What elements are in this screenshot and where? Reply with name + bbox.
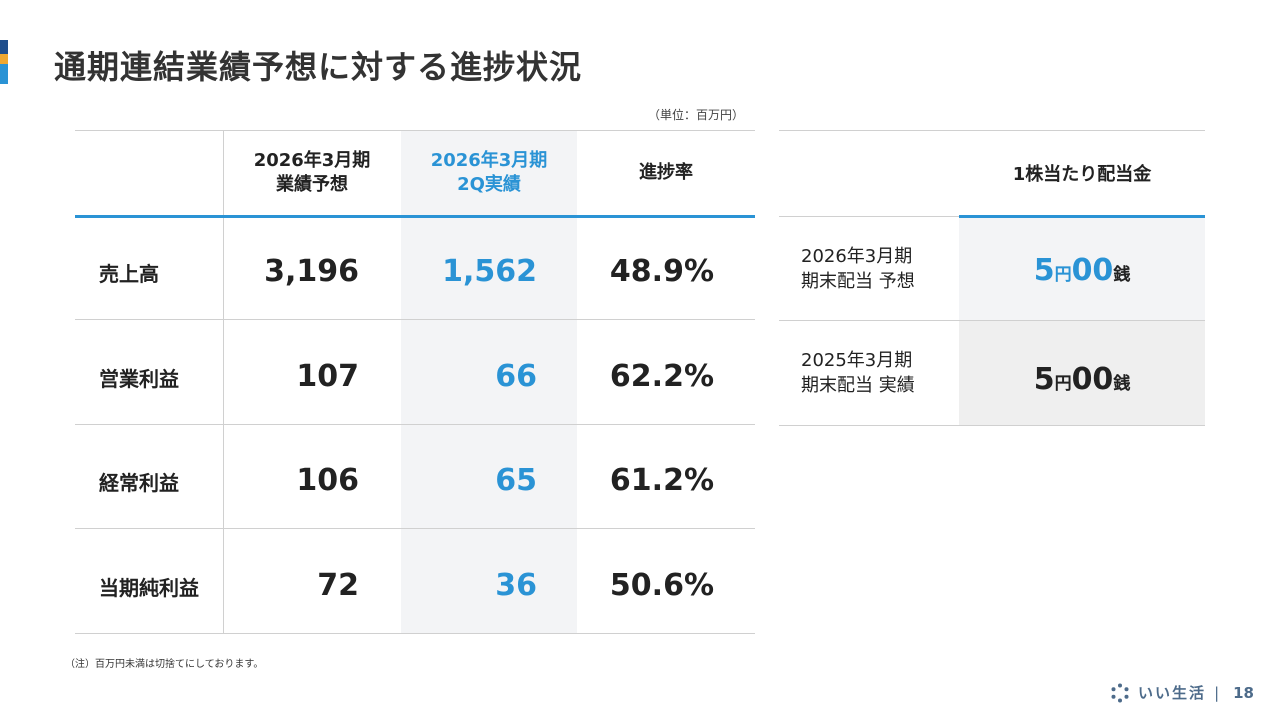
dividend-actual-label-line2: 期末配当 実績 xyxy=(801,375,915,396)
header-actual-line1: 2026年3月期 xyxy=(430,150,548,171)
dividend-forecast-sen: 00 xyxy=(1071,253,1114,288)
dividend-actual-label: 2025年3月期 期末配当 実績 xyxy=(801,348,915,398)
dividend-forecast-label: 2026年3月期 期末配当 予想 xyxy=(801,244,915,294)
accent-bar xyxy=(0,40,8,84)
dividend-row-divider xyxy=(779,320,1205,321)
row-label-ordinary-profit: 経常利益 xyxy=(99,471,179,495)
dividend-header: 1株当たり配当金 xyxy=(1012,164,1152,185)
accent-bar-blue xyxy=(0,64,8,84)
dividend-bottom-border xyxy=(779,425,1205,426)
dividend-forecast-value: 5 円 00 銭 xyxy=(959,253,1205,288)
row-divider xyxy=(75,319,755,320)
row-divider xyxy=(75,424,755,425)
table-bottom-border xyxy=(75,633,755,634)
label-column-divider xyxy=(223,130,224,634)
dividend-table: 1株当たり配当金 2026年3月期 期末配当 予想 5 円 00 銭 2025年… xyxy=(779,130,1205,426)
progress-ordinary-profit: 61.2% xyxy=(609,463,714,498)
results-table: 2026年3月期 業績予想 2026年3月期 2Q実績 進捗率 売上高 3,19… xyxy=(75,130,755,634)
dividend-actual-shade xyxy=(959,321,1205,425)
dividend-actual-value: 5 円 00 銭 xyxy=(959,362,1205,397)
dividend-actual-yen: 5 xyxy=(1033,362,1055,397)
dividend-top-border xyxy=(779,130,1205,131)
dividend-forecast-label-line1: 2026年3月期 xyxy=(801,246,913,267)
dividend-actual-sen-unit: 銭 xyxy=(1113,374,1131,394)
table-top-border xyxy=(75,130,755,131)
accent-bar-orange xyxy=(0,54,8,64)
actual-ordinary-profit: 65 xyxy=(495,463,537,498)
footer-brand: いい生活 xyxy=(1138,684,1207,702)
forecast-net-income: 72 xyxy=(317,568,359,603)
row-label-operating-profit: 営業利益 xyxy=(99,367,179,391)
page-title: 通期連結業績予想に対する進捗状況 xyxy=(54,48,583,86)
dividend-forecast-label-line2: 期末配当 予想 xyxy=(801,271,915,292)
dividend-actual-label-line1: 2025年3月期 xyxy=(801,350,913,371)
footer: いい生活 | 18 xyxy=(1110,682,1254,703)
footer-separator: | xyxy=(1214,683,1220,702)
header-bottom-border xyxy=(75,215,755,218)
progress-sales: 48.9% xyxy=(609,254,714,289)
page-number: 18 xyxy=(1233,683,1254,702)
dividend-header-accent xyxy=(959,215,1205,218)
forecast-ordinary-profit: 106 xyxy=(296,463,359,498)
row-label-sales: 売上高 xyxy=(99,262,159,286)
progress-operating-profit: 62.2% xyxy=(609,359,714,394)
actual-operating-profit: 66 xyxy=(495,359,537,394)
actual-sales: 1,562 xyxy=(442,254,537,289)
header-forecast-line2: 業績予想 xyxy=(276,174,348,195)
dividend-forecast-sen-unit: 銭 xyxy=(1113,265,1131,285)
dividend-forecast-yen: 5 xyxy=(1033,253,1055,288)
header-actual-line2: 2Q実績 xyxy=(457,174,521,195)
unit-note: （単位：百万円） xyxy=(648,108,745,122)
dividend-actual-sen: 00 xyxy=(1071,362,1114,397)
actual-net-income: 36 xyxy=(495,568,537,603)
header-forecast: 2026年3月期 業績予想 xyxy=(223,130,401,216)
progress-net-income: 50.6% xyxy=(609,568,714,603)
forecast-sales: 3,196 xyxy=(264,254,359,289)
row-divider xyxy=(75,528,755,529)
accent-bar-navy xyxy=(0,40,8,54)
actual-column-shade xyxy=(401,130,577,634)
header-actual: 2026年3月期 2Q実績 xyxy=(401,130,577,216)
header-progress: 進捗率 xyxy=(639,162,693,183)
footnote: （注）百万円未満は切捨てにしております。 xyxy=(65,659,264,670)
forecast-operating-profit: 107 xyxy=(296,359,359,394)
dividend-forecast-yen-unit: 円 xyxy=(1054,265,1072,285)
row-label-net-income: 当期純利益 xyxy=(99,576,199,600)
dividend-forecast-shade xyxy=(959,216,1205,321)
header-forecast-line1: 2026年3月期 xyxy=(253,150,371,171)
company-logo-icon xyxy=(1111,683,1129,702)
dividend-actual-yen-unit: 円 xyxy=(1054,374,1072,394)
